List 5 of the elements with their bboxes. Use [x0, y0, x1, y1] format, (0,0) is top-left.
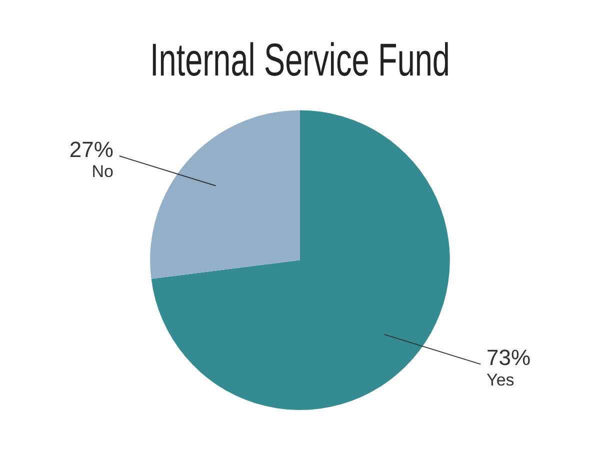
- slice-label: No: [92, 162, 114, 182]
- data-label: 73%: [486, 345, 531, 370]
- data-label: 27%: [69, 137, 114, 162]
- slice-label: Yes: [486, 370, 514, 390]
- chart-title: Internal Service Fund: [150, 34, 450, 86]
